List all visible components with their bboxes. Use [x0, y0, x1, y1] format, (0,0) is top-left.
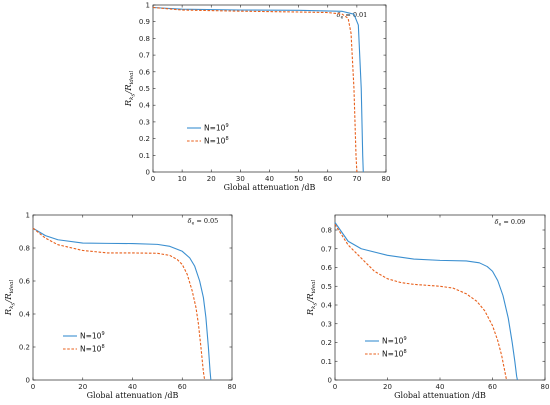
chart-panel-top: 0 10 20 30 40 50 60 70 80 0 0.1 0.2 0.3 0.4 0.5 0.6 0.7 0…	[124, 2, 390, 193]
x-tick-label: 60	[488, 383, 497, 391]
series-line-n1e9	[32, 227, 212, 381]
y-axis-label: Rks/Rideal	[306, 280, 319, 317]
x-tick-label: 50	[294, 175, 303, 183]
plot-area-frame	[152, 4, 387, 173]
y-tick-label: 1	[146, 2, 150, 10]
delta-annotation: δe = 0.01	[337, 11, 368, 21]
y-tick-label: 0.2	[139, 135, 150, 143]
x-tick-label: 40	[436, 383, 445, 391]
x-tick-label: 20	[383, 383, 392, 391]
y-tick-label: 1	[26, 212, 30, 220]
y-tick-label: 0.4	[321, 302, 333, 310]
x-tick-label: 0	[151, 175, 155, 183]
x-tick-label: 60	[323, 175, 332, 183]
y-tick-label: 0.1	[139, 152, 150, 160]
y-tick-label: 0.1	[321, 358, 332, 366]
legend-entry: N=108	[382, 349, 407, 359]
y-tick-label: 0.5	[139, 85, 150, 93]
x-tick-label: 20	[207, 175, 216, 183]
chart-panel-bottom-right: 0 20 40 60 80 0 0.1 0.2 0.3 0.4 0.5 0.6 0.7 0.8 Global…	[306, 214, 550, 400]
x-tick-label: 70	[352, 175, 361, 183]
x-axis-label: Global attenuation /dB	[394, 391, 486, 400]
y-tick-label: 0.2	[321, 339, 332, 347]
y-tick-label: 0.3	[321, 320, 332, 328]
x-tick-label: 20	[78, 383, 87, 391]
y-tick-label: 0.6	[19, 278, 31, 286]
x-tick-label: 60	[178, 383, 187, 391]
y-tick-label: 0.3	[139, 118, 150, 126]
y-tick-label: 0.5	[321, 283, 332, 291]
series-line-n1e8	[334, 224, 508, 381]
series-line-n1e9	[334, 222, 518, 381]
legend-entry: N=109	[80, 331, 105, 341]
legend-entry: N=108	[204, 136, 229, 146]
x-axis-label: Global attenuation /dB	[87, 391, 179, 400]
series-line-n1e9	[152, 6, 364, 173]
y-tick-label: 0.8	[139, 35, 150, 43]
y-tick-label: 0.4	[19, 311, 31, 319]
y-tick-label: 0	[328, 377, 332, 385]
legend-entry: N=109	[204, 123, 229, 133]
delta-annotation: δe = 0.05	[188, 217, 219, 227]
y-tick-label: 0.6	[139, 68, 151, 76]
y-tick-label: 0	[26, 377, 30, 385]
y-tick-label: 0.4	[139, 102, 151, 110]
y-tick-label: 0.8	[19, 245, 30, 253]
x-tick-label: 30	[236, 175, 245, 183]
y-tick-label: 0.6	[321, 264, 333, 272]
x-axis-label: Global attenuation /dB	[224, 183, 316, 192]
chart-panel-bottom-left: 0 20 40 60 80 0 0.2 0.4 0.6 0.8 1 Global attenuatio…	[4, 212, 236, 401]
x-tick-label: 80	[541, 383, 550, 391]
plot-area-frame	[32, 214, 233, 381]
y-tick-label: 0.8	[321, 227, 332, 235]
y-tick-label: 0.7	[139, 52, 150, 60]
y-tick-label: 0.7	[321, 245, 332, 253]
delta-annotation: δe = 0.09	[495, 218, 526, 228]
x-tick-label: 40	[128, 383, 137, 391]
y-tick-label: 0	[146, 169, 150, 177]
legend-entry: N=108	[80, 344, 105, 354]
y-axis-label: Rks/Rideal	[124, 71, 137, 108]
x-tick-label: 0	[31, 383, 35, 391]
y-tick-label: 0.2	[19, 344, 30, 352]
y-tick-label: 0.9	[139, 18, 150, 26]
x-tick-label: 10	[178, 175, 187, 183]
x-tick-label: 0	[333, 383, 337, 391]
series-line-n1e8	[32, 227, 206, 381]
x-tick-label: 80	[382, 175, 391, 183]
legend-entry: N=109	[382, 336, 407, 346]
series-line-n1e8	[152, 6, 358, 173]
x-tick-label: 40	[265, 175, 274, 183]
y-axis-label: Rks/Rideal	[4, 280, 17, 317]
x-tick-label: 80	[228, 383, 237, 391]
